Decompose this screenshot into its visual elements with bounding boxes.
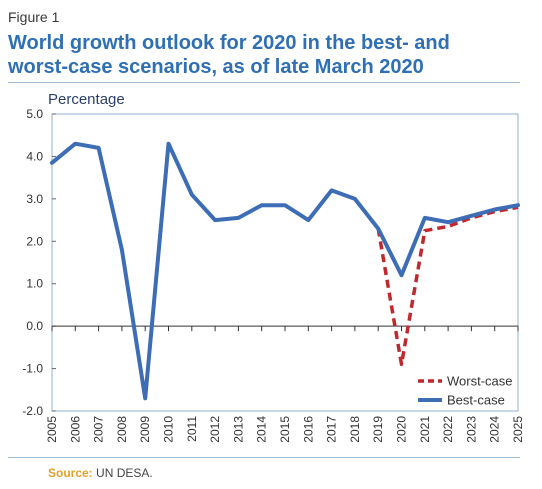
x-tick-label: 2007 [92,416,106,443]
x-tick-label: 2022 [441,416,455,443]
legend-label-best-case: Best-case [447,393,505,408]
y-tick-label: 0.0 [26,319,43,333]
x-tick-label: 2021 [418,416,432,443]
y-tick-label: 5.0 [26,107,43,121]
x-tick-label: 2020 [395,416,409,443]
chart-title-line-1: World growth outlook for 2020 in the bes… [8,32,450,54]
best-case-series-line [50,141,520,401]
y-tick-label: -2.0 [22,404,43,418]
worst-case-series-line [376,205,519,367]
title-divider [8,82,520,83]
source-label: Source: [48,466,93,480]
x-tick-label: 2014 [255,416,269,443]
x-tick-label: 2006 [68,416,82,443]
y-tick-label: 2.0 [26,234,43,248]
x-tick-label: 2017 [325,416,339,443]
y-tick-label: 1.0 [26,277,43,291]
x-tick-label: 2023 [464,416,478,443]
source-note: Source: UN DESA. [48,466,153,480]
chart-title-line-2: worst-case scenarios, as of late March 2… [8,56,424,78]
x-tick-label: 2005 [45,416,59,443]
plot-area-frame [51,113,519,412]
legend: Worst-case Best-case [418,374,513,408]
y-tick-label: -1.0 [22,362,43,376]
x-tick-label: 2008 [115,416,129,443]
y-axis-label: Percentage [48,91,125,108]
x-tick-label: 2015 [278,416,292,443]
x-tick-label: 2011 [185,416,199,442]
x-tick-label: 2019 [371,416,385,443]
y-tick-label: 4.0 [26,149,43,163]
legend-label-worst-case: Worst-case [447,374,513,389]
figure-label: Figure 1 [8,9,60,25]
x-tick-label: 2013 [231,416,245,443]
x-tick-label: 2016 [301,416,315,443]
source-divider [8,457,520,458]
x-tick-label: 2012 [208,416,222,443]
x-tick-label: 2010 [162,416,176,443]
x-tick-label: 2018 [348,416,362,443]
chart-title: World growth outlook for 2020 in the bes… [8,31,528,79]
y-tick-label: 3.0 [26,192,43,206]
x-tick-label: 2025 [511,416,525,443]
source-text: UN DESA. [96,466,153,480]
x-tick-label: 2009 [138,416,152,443]
x-tick-label: 2024 [488,416,502,443]
